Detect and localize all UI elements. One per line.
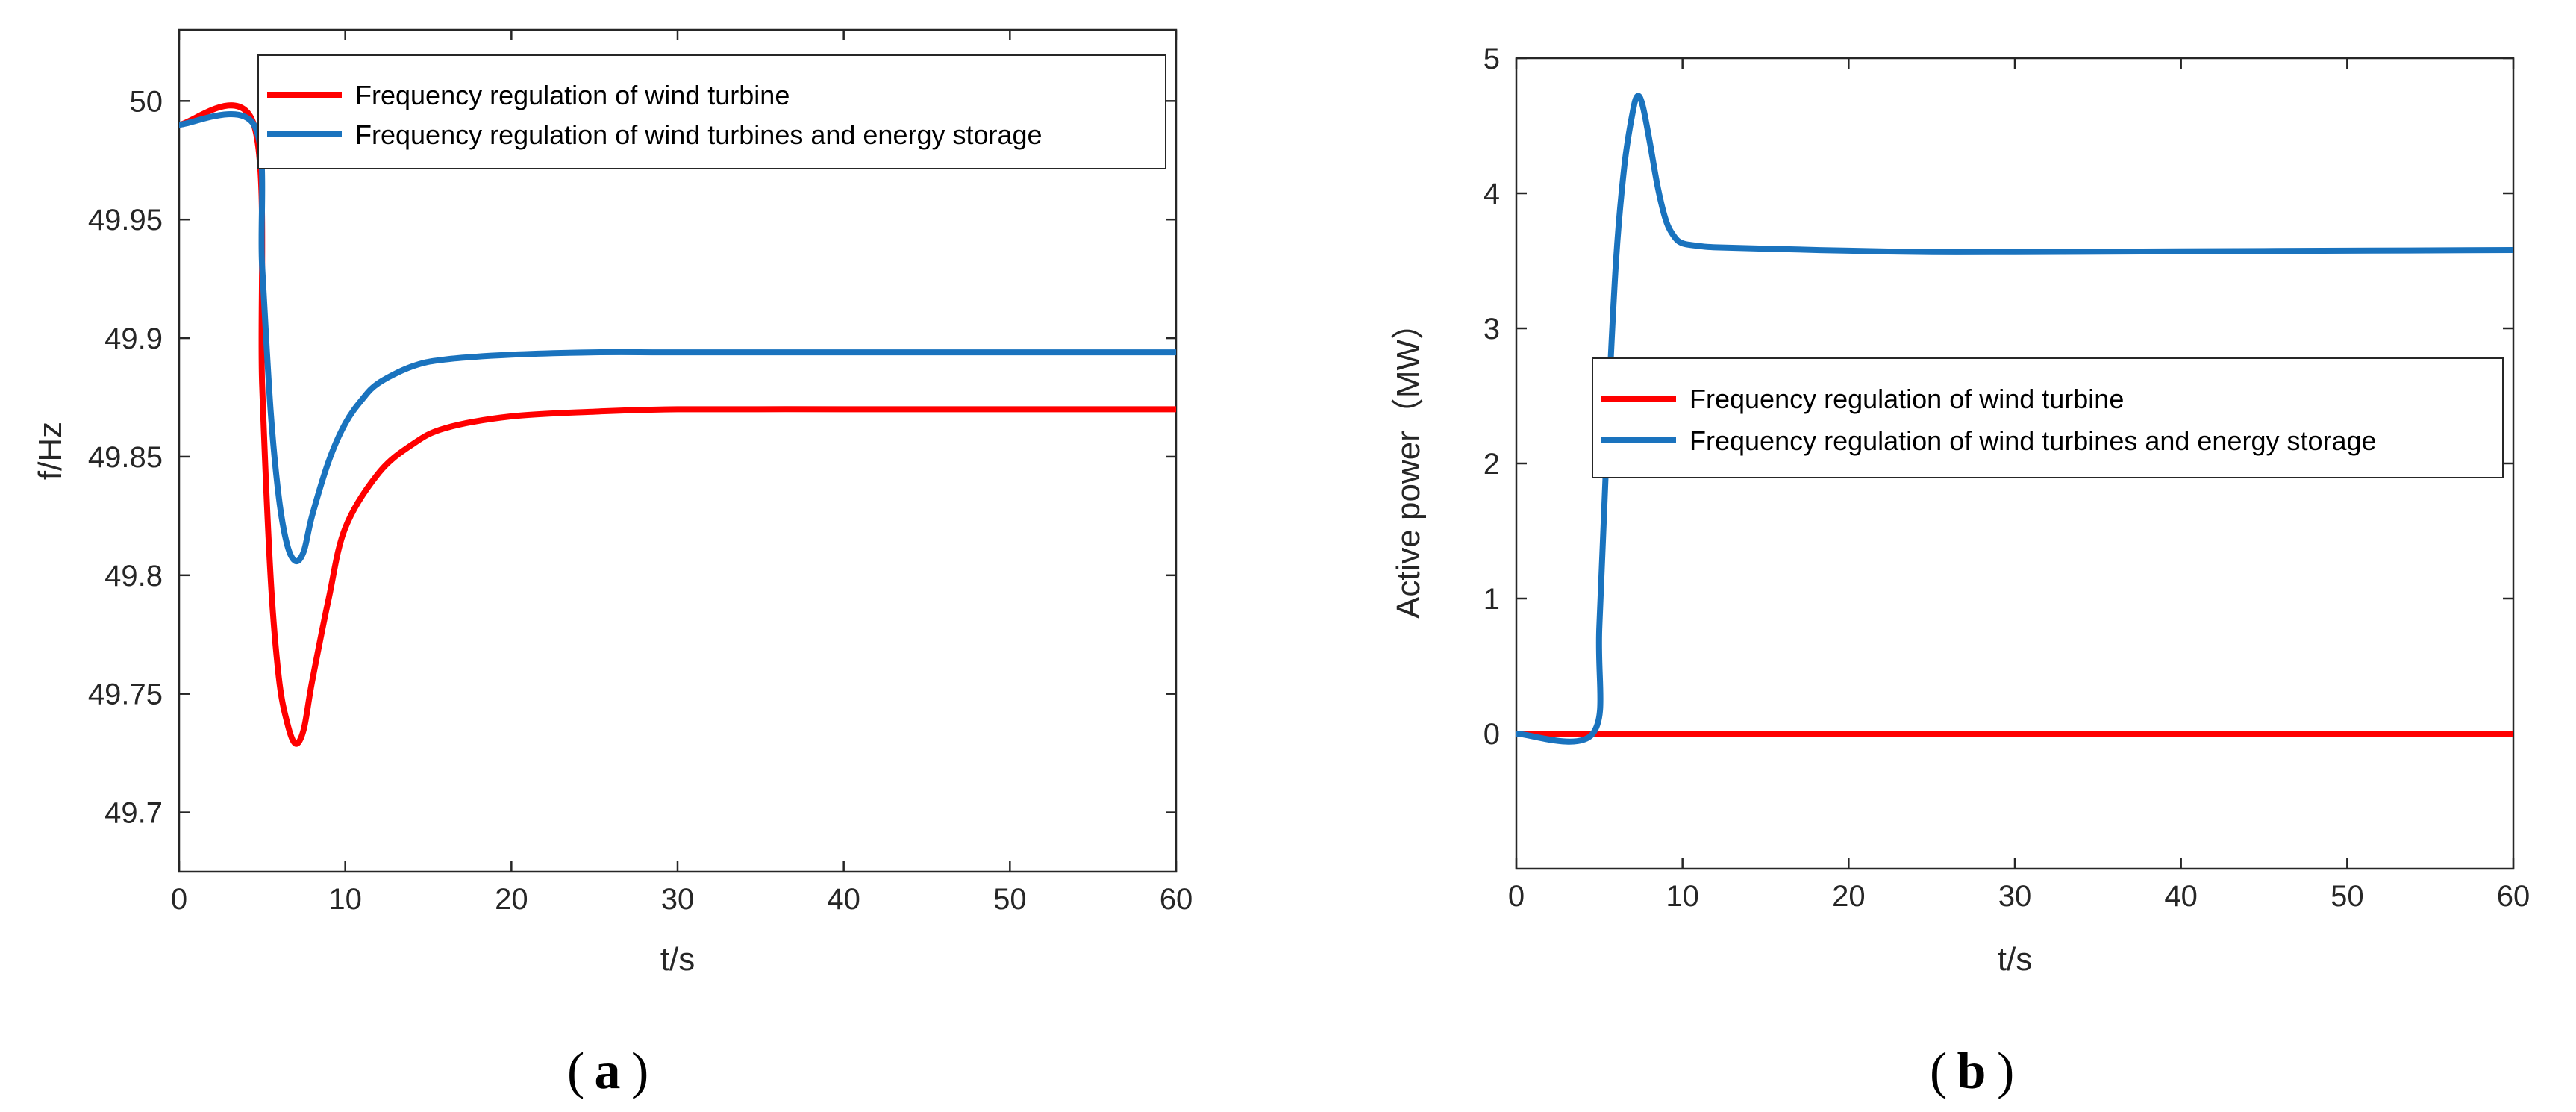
chart-b-legend-label-red: Frequency regulation of wind turbine <box>1689 384 2124 414</box>
chart-a-ytick-label: 49.7 <box>104 797 163 830</box>
chart-a-xlabel: t/s <box>660 941 695 978</box>
chart-a: 0 10 20 30 40 50 60 49.7 49.75 49.8 49.85 49.9 49.95… <box>32 28 1193 1100</box>
chart-b-xtick-label: 10 <box>1666 880 1699 913</box>
chart-a-ylabel: f/Hz <box>32 422 69 480</box>
chart-b: 0 10 20 30 40 50 60 0 1 2 3 4 5 t/s Active power（MW）… <box>1390 43 2530 1100</box>
chart-b-ylabel: Active power（MW） <box>1390 307 1427 619</box>
chart-b-xtick-label: 50 <box>2330 880 2364 913</box>
chart-b-xtick-label: 20 <box>1832 880 1866 913</box>
chart-a-ytick-label: 49.8 <box>104 560 163 593</box>
chart-a-ytick-label: 49.95 <box>88 204 163 237</box>
svg-text:a: a <box>595 1043 621 1100</box>
chart-a-series-wind-turbines-storage <box>178 110 1176 565</box>
chart-b-ytick-label: 1 <box>1484 583 1500 616</box>
chart-a-ytick-label: 49.75 <box>88 678 163 711</box>
chart-b-xtick-label: 0 <box>1508 880 1525 913</box>
chart-a-panel-label: ( a ) <box>567 1043 648 1100</box>
chart-a-series-wind-turbine <box>178 102 1176 747</box>
svg-text:(: ( <box>567 1043 584 1100</box>
chart-a-xtick-label: 20 <box>495 883 528 916</box>
chart-b-ytick-label: 2 <box>1484 448 1500 481</box>
svg-text:b: b <box>1957 1043 1986 1100</box>
svg-text:): ) <box>1997 1043 2014 1100</box>
chart-b-legend: Frequency regulation of wind turbine Fre… <box>1592 357 2504 478</box>
svg-text:(: ( <box>1930 1043 1947 1100</box>
chart-b-ytick-label: 4 <box>1484 178 1500 210</box>
chart-a-xtick-label: 10 <box>328 883 362 916</box>
chart-b-xtick-label: 30 <box>1998 880 2032 913</box>
chart-a-ytick-label: 49.85 <box>88 441 163 474</box>
chart-a-xtick-label: 30 <box>661 883 695 916</box>
chart-a-legend-label-red: Frequency regulation of wind turbine <box>355 80 790 110</box>
svg-text:): ) <box>631 1043 648 1100</box>
chart-a-xtick-label: 50 <box>993 883 1027 916</box>
chart-a-legend: Frequency regulation of wind turbine Fre… <box>257 54 1166 169</box>
chart-b-xtick-label: 40 <box>2164 880 2198 913</box>
chart-a-xtick-label: 40 <box>827 883 860 916</box>
chart-b-legend-label-blue: Frequency regulation of wind turbines an… <box>1689 425 2377 456</box>
chart-b-ytick-label: 3 <box>1484 313 1500 346</box>
chart-b-panel-label: ( b ) <box>1930 1043 2014 1100</box>
chart-a-legend-box <box>257 54 1166 169</box>
chart-b-ytick-label: 0 <box>1484 718 1500 751</box>
chart-a-ytick-label: 49.9 <box>104 322 163 355</box>
chart-b-xtick-label: 60 <box>2497 880 2530 913</box>
chart-b-legend-box <box>1592 357 2504 478</box>
chart-a-axes-box <box>178 28 1178 873</box>
chart-a-legend-label-blue: Frequency regulation of wind turbines an… <box>355 119 1042 150</box>
chart-a-xtick-label: 0 <box>171 883 187 916</box>
chart-b-ytick-label: 5 <box>1484 43 1500 75</box>
chart-a-xtick-label: 60 <box>1160 883 1193 916</box>
chart-b-xlabel: t/s <box>1998 941 2032 978</box>
chart-a-ytick-label: 50 <box>130 85 163 118</box>
